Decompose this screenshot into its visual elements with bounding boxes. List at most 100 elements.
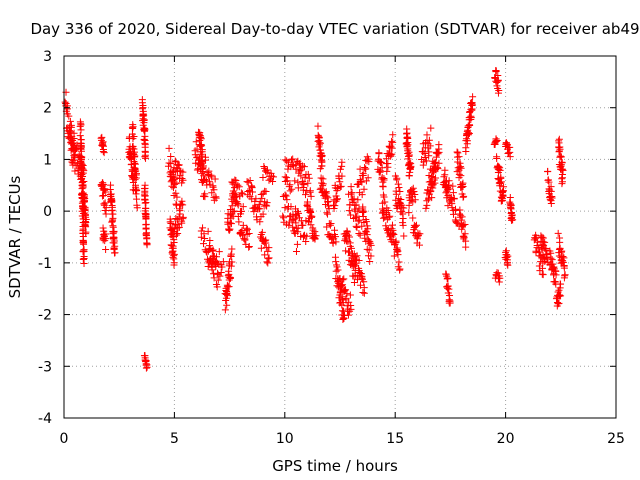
data-point: [495, 166, 503, 174]
data-point: [111, 242, 119, 250]
data-point: [552, 271, 560, 279]
data-point: [425, 136, 433, 144]
data-point: [173, 193, 181, 201]
data-point: [495, 86, 503, 94]
data-point: [333, 196, 341, 204]
data-point: [206, 255, 214, 263]
data-point: [388, 137, 396, 145]
data-point: [503, 256, 511, 264]
data-point: [496, 180, 504, 188]
data-point: [229, 208, 237, 216]
data-point: [226, 219, 234, 227]
data-point: [364, 174, 372, 182]
data-point: [141, 141, 149, 149]
data-point: [76, 132, 84, 140]
data-point: [79, 173, 87, 181]
data-point: [458, 225, 466, 233]
data-point: [71, 167, 79, 175]
data-point: [449, 182, 457, 190]
data-point: [364, 225, 372, 233]
data-point: [201, 235, 209, 243]
data-point: [212, 194, 220, 202]
data-point: [358, 178, 366, 186]
data-point: [359, 289, 367, 297]
data-point: [459, 182, 467, 190]
data-point: [77, 120, 85, 128]
data-point: [456, 163, 464, 171]
data-point: [465, 131, 473, 139]
data-point: [338, 172, 346, 180]
data-point: [506, 153, 514, 161]
data-point: [344, 311, 352, 319]
data-point: [350, 272, 358, 280]
data-point: [463, 137, 471, 145]
data-point: [336, 165, 344, 173]
data-point: [342, 247, 350, 255]
data-point: [421, 153, 429, 161]
data-point: [229, 190, 237, 198]
data-point: [130, 133, 138, 141]
data-point: [493, 136, 501, 144]
data-point: [227, 250, 235, 258]
data-point: [396, 188, 404, 196]
data-point: [142, 220, 150, 228]
data-point: [301, 174, 309, 182]
data-point: [201, 190, 209, 198]
data-point: [309, 226, 317, 234]
data-points: [61, 66, 569, 372]
data-point: [441, 177, 449, 185]
data-point: [338, 158, 346, 166]
data-point: [304, 179, 312, 187]
data-point: [281, 204, 289, 212]
data-point: [356, 281, 364, 289]
data-point: [547, 249, 555, 257]
data-point: [336, 183, 344, 191]
data-point: [346, 233, 354, 241]
data-point: [397, 195, 405, 203]
data-point: [238, 207, 246, 215]
data-point: [350, 261, 358, 269]
x-tick-label: 10: [276, 431, 294, 447]
data-point: [239, 203, 247, 211]
data-point: [260, 163, 268, 171]
data-point: [347, 301, 355, 309]
data-point: [405, 201, 413, 209]
data-point: [347, 211, 355, 219]
data-point: [506, 194, 514, 202]
data-point: [176, 210, 184, 218]
data-point: [262, 167, 270, 175]
data-point: [497, 178, 505, 186]
data-point: [252, 195, 260, 203]
data-point: [207, 171, 215, 179]
data-point: [548, 194, 556, 202]
y-tick-label: -1: [38, 256, 52, 272]
data-point: [350, 195, 358, 203]
data-point: [460, 233, 468, 241]
data-point: [379, 183, 387, 191]
data-point: [426, 142, 434, 150]
data-point: [458, 216, 466, 224]
data-point: [169, 242, 177, 250]
data-point: [404, 139, 412, 147]
data-point: [179, 201, 187, 209]
data-point: [208, 247, 216, 255]
data-point: [178, 174, 186, 182]
data-point: [141, 151, 149, 159]
data-point: [560, 254, 568, 262]
data-point: [500, 183, 508, 191]
data-point: [425, 195, 433, 203]
data-point: [555, 292, 563, 300]
data-point: [469, 101, 477, 109]
data-point: [411, 196, 419, 204]
data-point: [292, 248, 300, 256]
data-point: [387, 225, 395, 233]
data-point: [462, 243, 470, 251]
data-point: [457, 211, 465, 219]
data-point: [415, 241, 423, 249]
data-point: [449, 189, 457, 197]
data-point: [345, 248, 353, 256]
data-point: [333, 184, 341, 192]
data-point: [348, 189, 356, 197]
data-point: [281, 191, 289, 199]
